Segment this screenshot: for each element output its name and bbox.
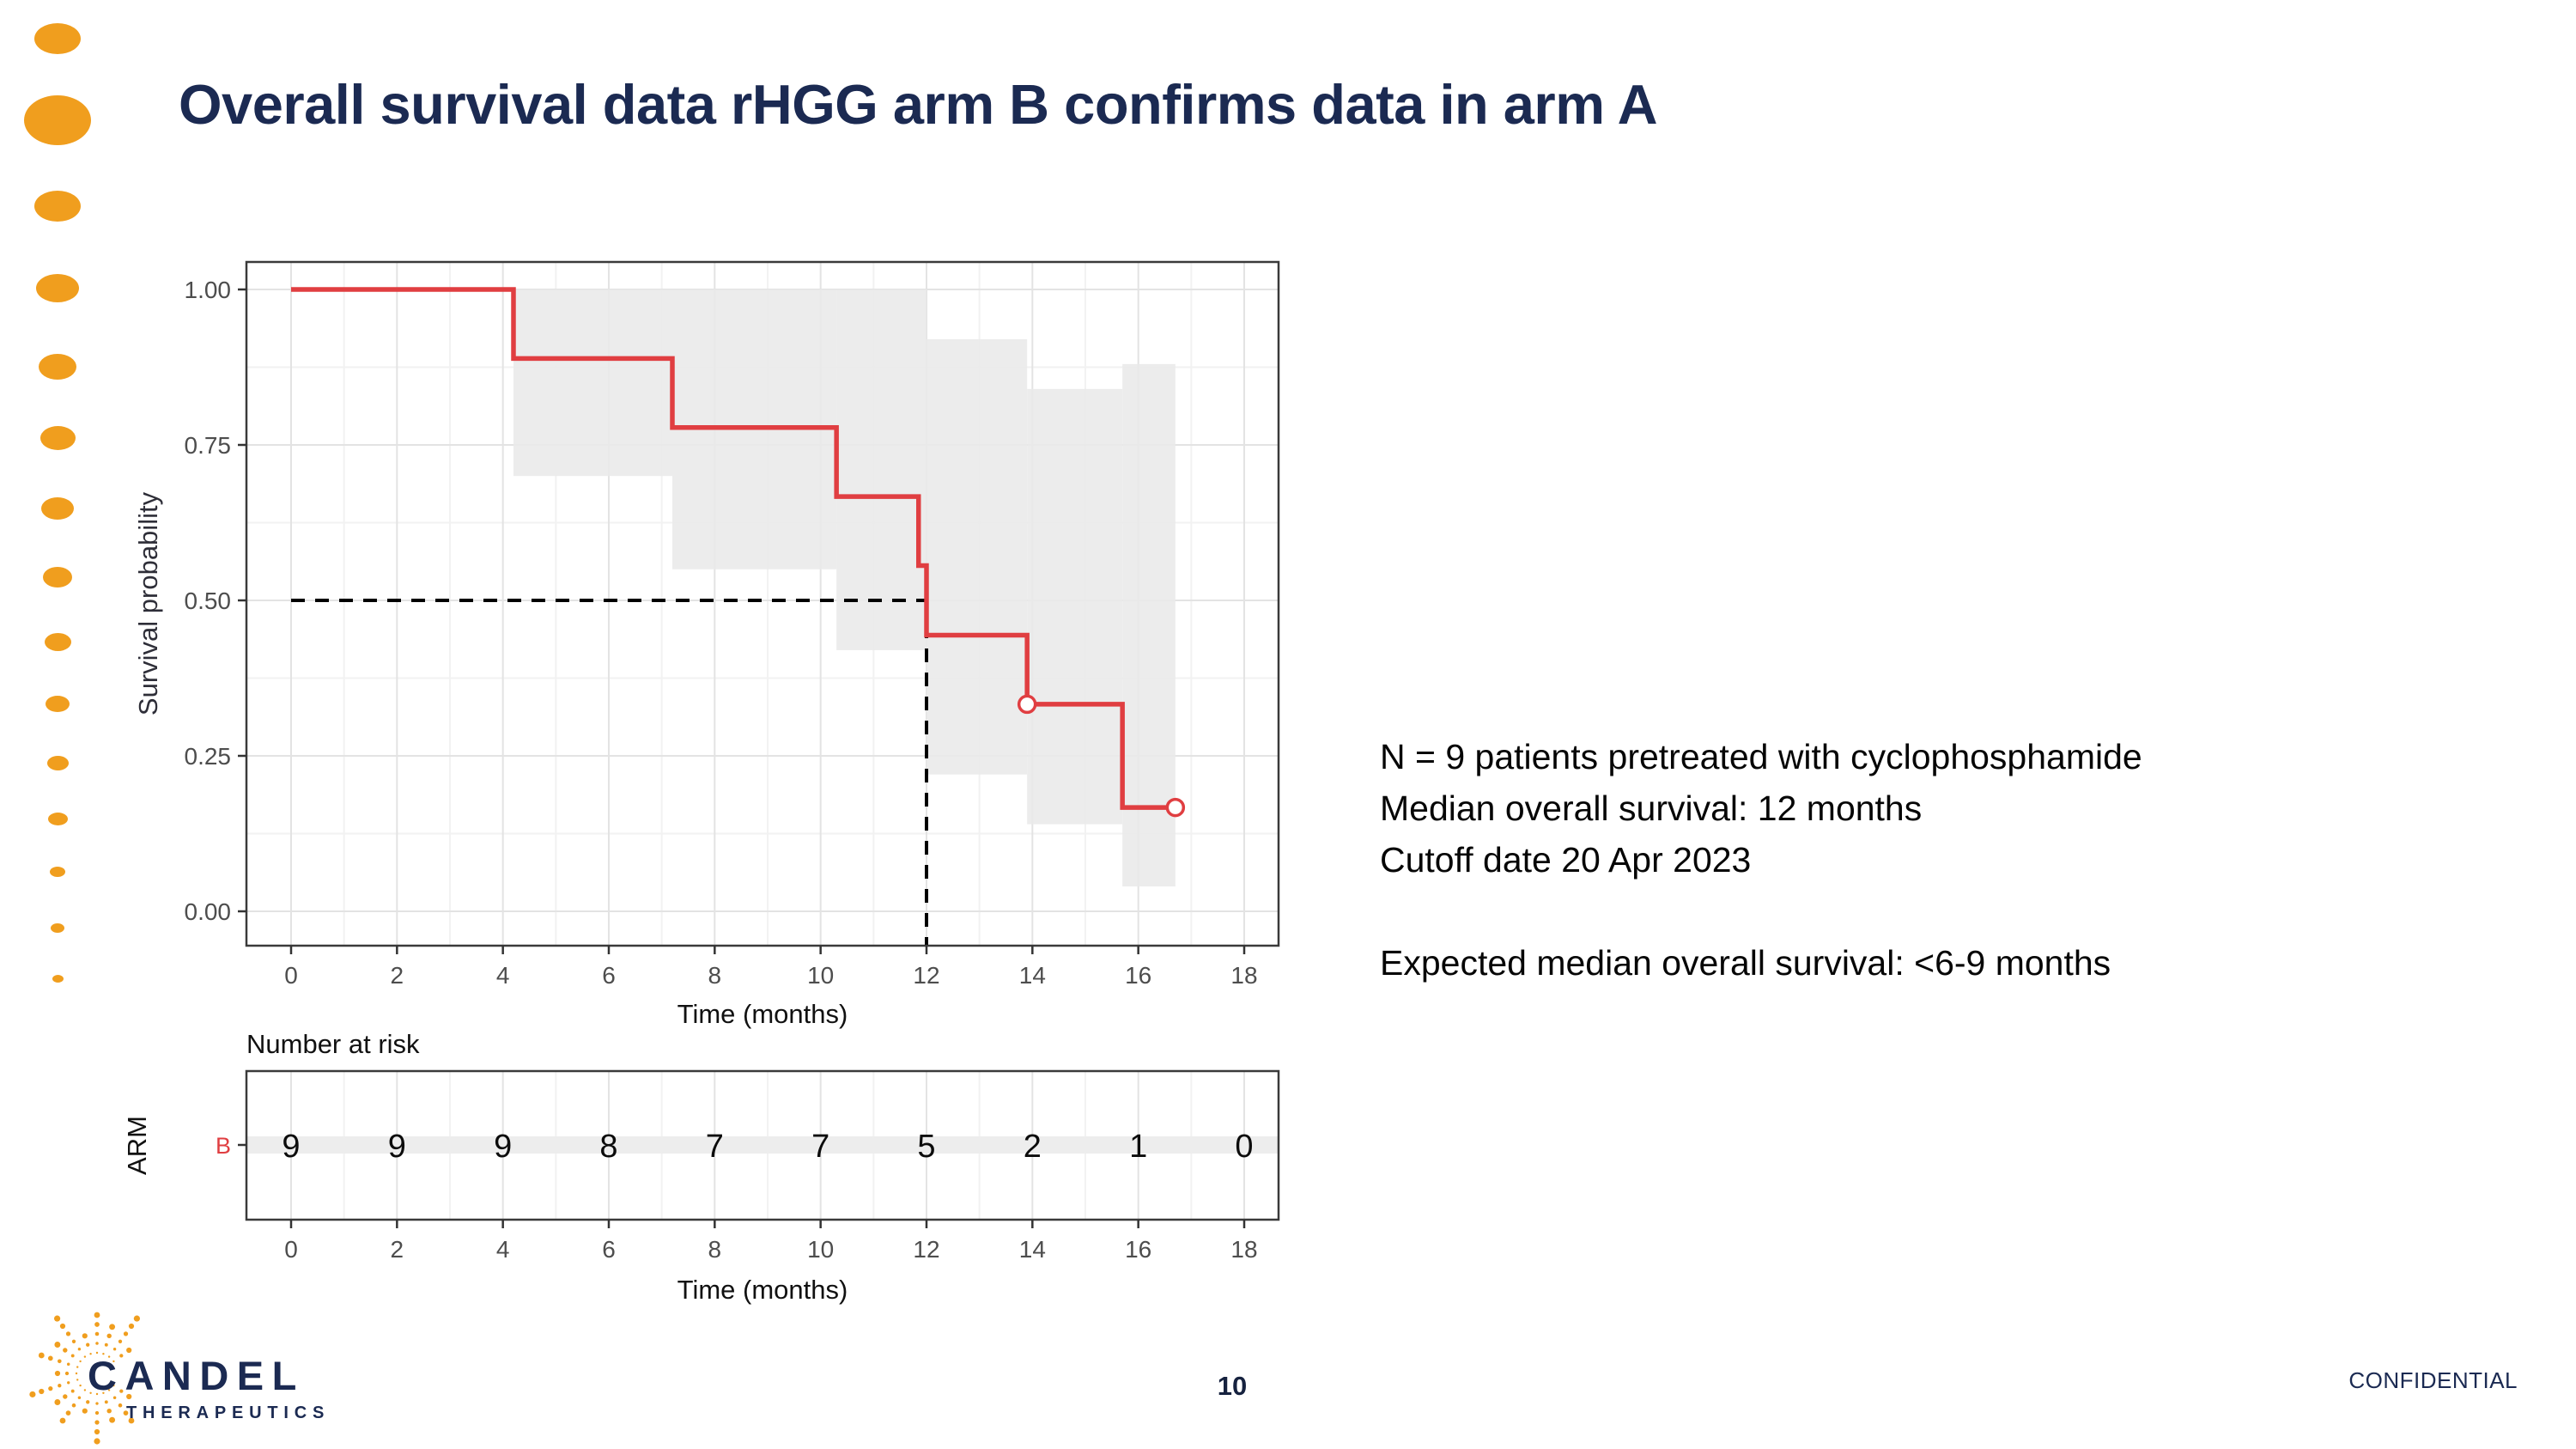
orange-dot-icon [34, 191, 81, 222]
km-plot-panel: 0 2 4 6 8 10 12 14 16 18 0.00 0.25 0.50 0.75 1.00 Time … [133, 260, 1280, 1029]
risk-count: 9 [494, 1129, 512, 1165]
annotation-cutoff-date: Cutoff date 20 Apr 2023 [1380, 839, 1752, 880]
svg-text:6: 6 [602, 962, 616, 989]
svg-text:0: 0 [284, 1236, 298, 1263]
risk-count: 8 [599, 1129, 617, 1165]
orange-dot-icon [44, 632, 71, 651]
axes: 0 2 4 6 8 10 12 14 16 18 0.00 0.25 0.50 0.75 1.00 Time … [133, 277, 1258, 1029]
orange-dot-icon [51, 922, 64, 933]
svg-text:0.75: 0.75 [185, 432, 232, 459]
risk-x-axis-title: Time (months) [677, 1275, 848, 1305]
orange-dot-icon [41, 497, 74, 520]
risk-table-heading: Number at risk [246, 1029, 420, 1059]
orange-dot-icon [24, 95, 91, 145]
risk-count: 2 [1024, 1129, 1042, 1165]
svg-text:0.25: 0.25 [185, 743, 232, 770]
logo-wordmark: CANDEL [88, 1353, 305, 1398]
orange-dot-icon [50, 867, 65, 877]
median-reference-lines [291, 599, 928, 946]
svg-text:0.50: 0.50 [185, 588, 232, 614]
svg-text:8: 8 [708, 962, 722, 989]
orange-dot-icon [43, 567, 72, 588]
x-axis-title: Time (months) [677, 999, 848, 1029]
panel-border [245, 260, 1280, 947]
svg-text:10: 10 [807, 962, 834, 989]
risk-count: 9 [388, 1129, 406, 1165]
annotation-median-os: Median overall survival: 12 months [1380, 788, 1923, 828]
orange-dot-icon [47, 812, 68, 825]
svg-text:0.00: 0.00 [185, 898, 232, 925]
orange-dot-icon [34, 23, 81, 54]
svg-text:12: 12 [913, 1236, 939, 1263]
km-curve-arm-b [291, 287, 1176, 810]
orange-dot-icon [46, 695, 70, 712]
annotation-n-patients: N = 9 patients pretreated with cyclophos… [1380, 737, 2142, 776]
svg-text:2: 2 [391, 1236, 404, 1263]
orange-dot-icon [52, 974, 64, 983]
svg-text:14: 14 [1019, 962, 1046, 989]
annotation-block: N = 9 patients pretreated with cyclophos… [1380, 732, 2142, 989]
svg-text:2: 2 [391, 962, 404, 989]
risk-count: 1 [1129, 1129, 1147, 1165]
svg-text:14: 14 [1019, 1236, 1046, 1263]
svg-text:10: 10 [807, 1236, 834, 1263]
orange-dot-icon [39, 354, 76, 380]
svg-text:0: 0 [284, 962, 298, 989]
annotation-expected-os: Expected median overall survival: <6-9 m… [1380, 942, 2111, 983]
risk-count: 7 [811, 1129, 829, 1165]
risk-axis-label: ARM [122, 1116, 152, 1175]
risk-count: 5 [917, 1129, 935, 1165]
orange-dot-icon [36, 273, 79, 302]
logo-subtitle: THERAPEUTICS [126, 1403, 330, 1422]
y-axis-title: Survival probability [133, 491, 163, 715]
svg-text:4: 4 [496, 962, 510, 989]
risk-count: 9 [282, 1129, 300, 1165]
censor-marks [1017, 694, 1186, 818]
risk-count: 7 [706, 1129, 724, 1165]
svg-text:1.00: 1.00 [185, 277, 232, 303]
orange-dot-icon [46, 755, 69, 770]
orange-dot-icon [39, 426, 76, 450]
svg-text:12: 12 [913, 962, 939, 989]
svg-text:18: 18 [1230, 1236, 1257, 1263]
page-title: Overall survival data rHGG arm B confirm… [179, 73, 1658, 136]
svg-text:4: 4 [496, 1236, 510, 1263]
svg-text:18: 18 [1230, 962, 1257, 989]
confidential-label: CONFIDENTIAL [2348, 1367, 2518, 1393]
svg-text:8: 8 [708, 1236, 722, 1263]
risk-group-label: B [216, 1133, 231, 1159]
candel-logo: CANDEL THERAPEUTICS [29, 1312, 330, 1445]
svg-text:16: 16 [1125, 1236, 1151, 1263]
page-number: 10 [1217, 1371, 1248, 1401]
svg-text:16: 16 [1125, 962, 1151, 989]
svg-text:6: 6 [602, 1236, 616, 1263]
sunburst-icon [29, 1312, 140, 1445]
risk-count: 0 [1235, 1129, 1253, 1165]
